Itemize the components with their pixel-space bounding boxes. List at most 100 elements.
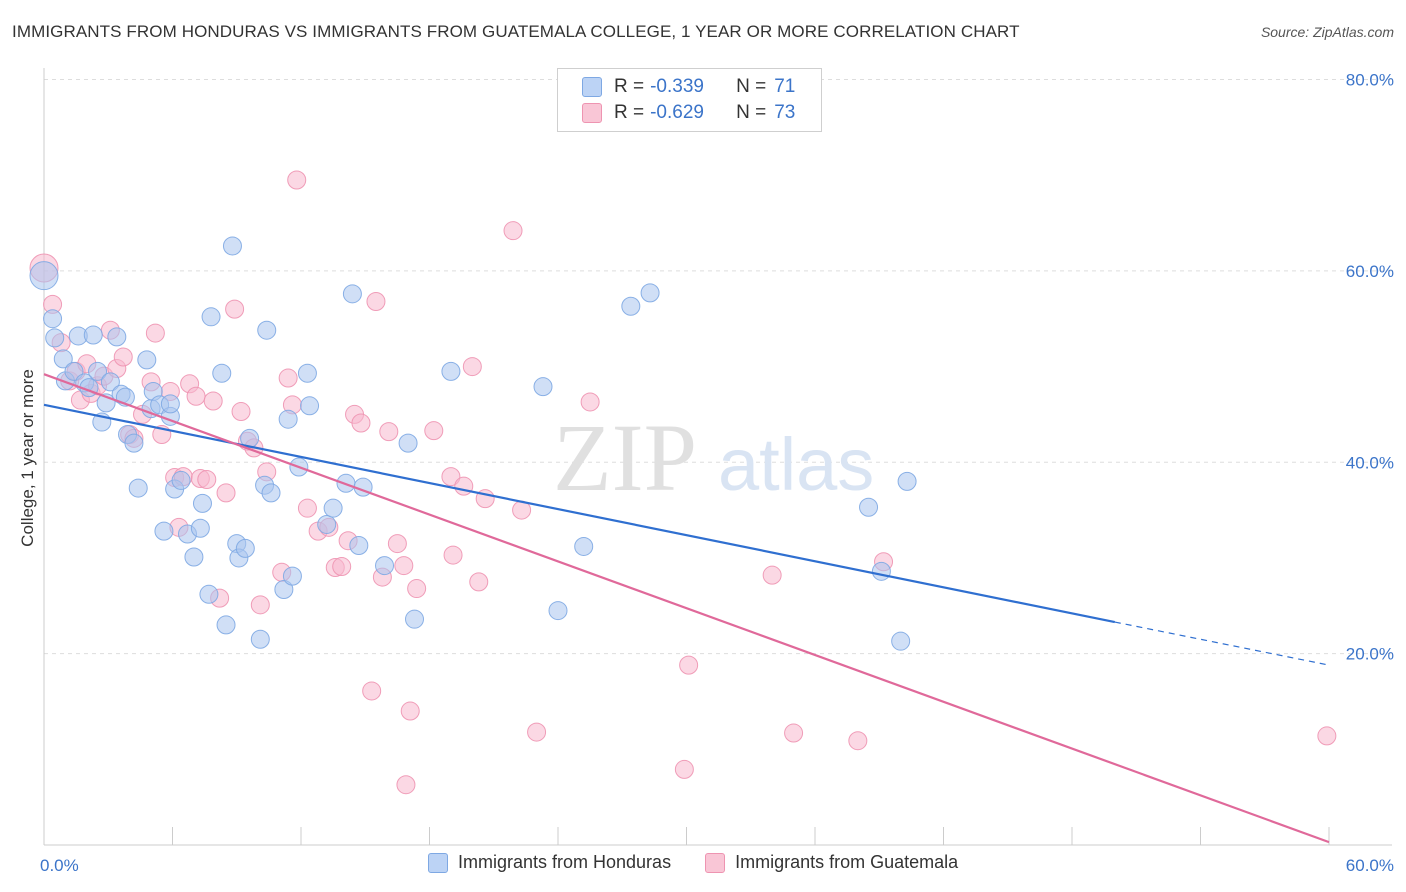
legend-swatch-pink (705, 852, 726, 873)
honduras-point (891, 631, 911, 651)
honduras-point (297, 363, 317, 383)
guatemala-point (351, 413, 371, 433)
y-axis-label: College, 1 year or more (18, 369, 37, 547)
honduras-point (323, 498, 343, 518)
guatemala-point (332, 557, 352, 577)
guatemala-point (216, 483, 236, 503)
guatemala-point (366, 291, 386, 311)
legend-row-honduras: R = -0.339 N = 71 (582, 75, 795, 99)
honduras-point (282, 566, 302, 586)
honduras-point (317, 514, 337, 534)
guatemala-point (762, 565, 782, 585)
honduras-trend-line (43, 403, 1116, 624)
legend-swatch-blue (582, 77, 602, 97)
honduras-point (128, 478, 148, 498)
honduras-point (897, 471, 917, 491)
honduras-point (107, 327, 127, 347)
honduras-point (184, 547, 204, 567)
honduras-point (29, 261, 59, 291)
guatemala-point (469, 572, 489, 592)
legend-label-guatemala: Immigrants from Guatemala (735, 852, 959, 872)
legend-row-guatemala: R = -0.629 N = 73 (582, 101, 795, 125)
honduras-point (124, 433, 144, 453)
correlation-legend: R = -0.339 N = 71 R = -0.629 N = 73 (557, 68, 822, 132)
legend-n-value: 73 (774, 102, 796, 123)
trend-lines (43, 373, 1330, 844)
guatemala-point (250, 595, 270, 615)
x-tick-label-start: 0.0% (40, 856, 79, 875)
guatemala-point (443, 545, 463, 565)
guatemala-point (407, 579, 427, 599)
honduras-point (83, 325, 103, 345)
guatemala-point (424, 421, 444, 441)
honduras-points (29, 236, 917, 651)
guatemala-point (462, 357, 482, 377)
honduras-point (621, 296, 641, 316)
series-legend: Immigrants from Honduras Immigrants from… (428, 852, 992, 873)
honduras-point (45, 328, 65, 348)
honduras-point (192, 493, 212, 513)
honduras-point (222, 236, 242, 256)
legend-n-value: 71 (774, 76, 796, 97)
honduras-point (160, 394, 180, 414)
honduras-point (171, 470, 191, 490)
tick-labels: 20.0% 40.0% 60.0% 80.0% 0.0% 60.0% (40, 71, 1394, 876)
honduras-point (871, 561, 891, 581)
honduras-point (441, 361, 461, 381)
legend-r-value: -0.629 (650, 102, 704, 123)
honduras-point (257, 320, 277, 340)
legend-item-honduras[interactable]: Immigrants from Honduras (428, 852, 671, 873)
guatemala-point (203, 391, 223, 411)
honduras-point (100, 372, 120, 392)
honduras-point (154, 521, 174, 541)
honduras-point (250, 629, 270, 649)
legend-item-guatemala[interactable]: Immigrants from Guatemala (705, 852, 958, 873)
guatemala-point (145, 323, 165, 343)
guatemala-point (394, 556, 414, 576)
legend-r-label: R = (614, 76, 645, 97)
honduras-point (201, 307, 221, 327)
honduras-point (859, 497, 879, 517)
watermark: ZIP atlas (553, 404, 874, 511)
honduras-point (405, 609, 425, 629)
x-tick-label-end: 60.0% (1346, 856, 1394, 875)
y-tick-label: 20.0% (1346, 645, 1394, 664)
guatemala-point (278, 368, 298, 388)
honduras-point (278, 409, 298, 429)
guatemala-point (362, 681, 382, 701)
guatemala-point (379, 422, 399, 442)
honduras-point (261, 483, 281, 503)
guatemala-point (674, 759, 694, 779)
honduras-point (137, 350, 157, 370)
honduras-point (349, 535, 369, 555)
honduras-point (53, 349, 73, 369)
legend-n-label: N = (736, 76, 767, 97)
guatemala-point (527, 722, 547, 742)
honduras-point (190, 518, 210, 538)
guatemala-point (231, 402, 251, 422)
guatemala-point (113, 347, 133, 367)
honduras-point (533, 377, 553, 397)
guatemala-point (197, 469, 217, 489)
guatemala-point (287, 170, 307, 190)
legend-label-honduras: Immigrants from Honduras (458, 852, 672, 872)
honduras-point (216, 615, 236, 635)
guatemala-point (297, 498, 317, 518)
honduras-point (548, 601, 568, 621)
guatemala-point (679, 655, 699, 675)
legend-swatch-blue (428, 852, 448, 873)
guatemala-point (784, 723, 804, 743)
watermark-atlas: atlas (718, 423, 874, 506)
guatemala-point (225, 299, 245, 319)
guatemala-point (441, 467, 461, 487)
honduras-point (43, 309, 63, 329)
honduras-point (88, 361, 108, 381)
axes (43, 68, 1392, 846)
honduras-point (300, 396, 320, 416)
y-tick-label: 80.0% (1346, 71, 1394, 90)
legend-r-value: -0.339 (650, 76, 704, 97)
legend-n-label: N = (736, 102, 767, 123)
guatemala-point (454, 476, 474, 496)
honduras-point (375, 556, 395, 576)
